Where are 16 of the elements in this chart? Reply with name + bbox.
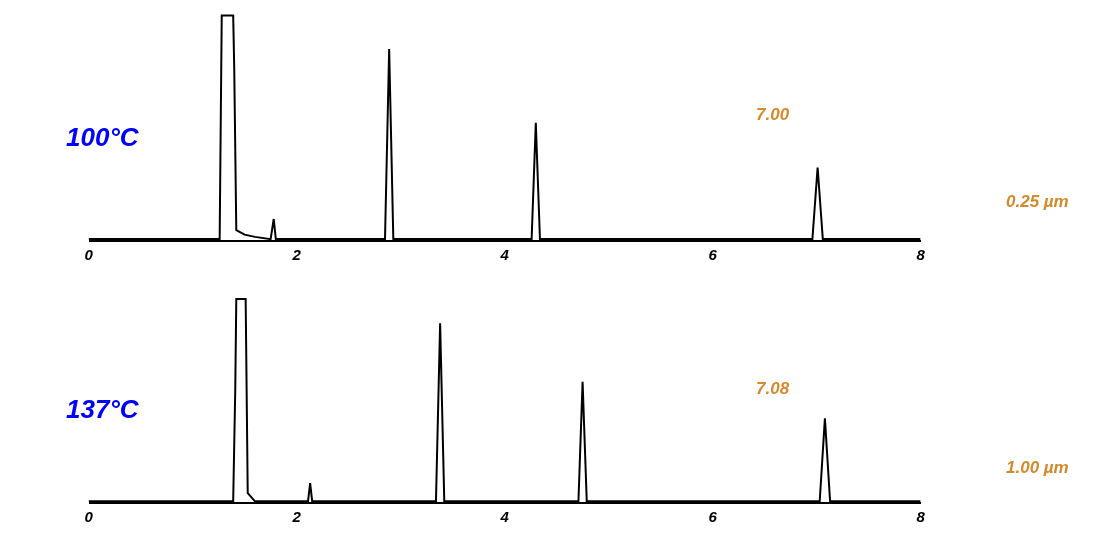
x-tick-label: 8 (916, 508, 926, 526)
x-tick-label: 6 (708, 508, 718, 526)
x-tick-label: 0 (84, 508, 94, 526)
annotation: 7.08 (756, 379, 790, 398)
x-tick-label: 6 (708, 246, 718, 264)
annotation: 7.00 (756, 105, 790, 124)
x-tick-label: 2 (291, 246, 302, 264)
x-tick-label: 4 (499, 508, 510, 526)
annotation: 100°C (66, 122, 140, 152)
text: 0.25 µm (1006, 192, 1069, 211)
x-tick-label: 4 (499, 246, 510, 264)
text: 1.00 µm (1006, 458, 1069, 477)
x-tick-label: 2 (291, 508, 302, 526)
annotation: 137°C (66, 394, 140, 424)
x-tick-label: 8 (916, 246, 926, 264)
x-tick-label: 0 (84, 246, 94, 264)
